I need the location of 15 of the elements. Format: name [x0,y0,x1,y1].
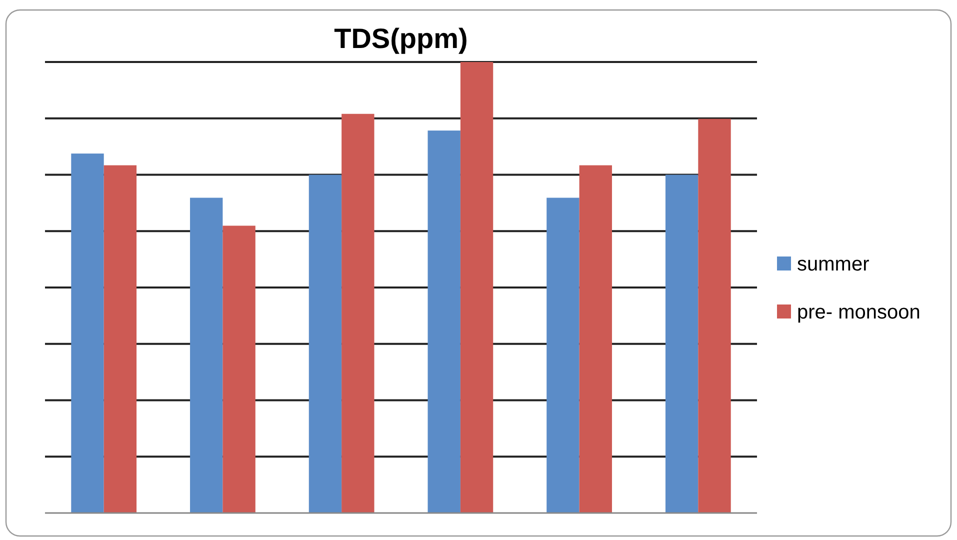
bar [222,226,256,513]
bar [342,114,374,513]
bar [308,174,342,513]
legend-label: summer [797,254,870,276]
bar [546,198,580,513]
bar [428,130,460,513]
bar [579,165,612,513]
bar [190,198,223,513]
legend-label: pre- monsoon [797,302,920,324]
chart-title: TDS(ppm) [334,23,468,54]
bar [460,62,494,513]
bar [665,174,698,513]
bar [104,165,137,513]
bar [71,154,104,513]
bar [698,118,731,513]
